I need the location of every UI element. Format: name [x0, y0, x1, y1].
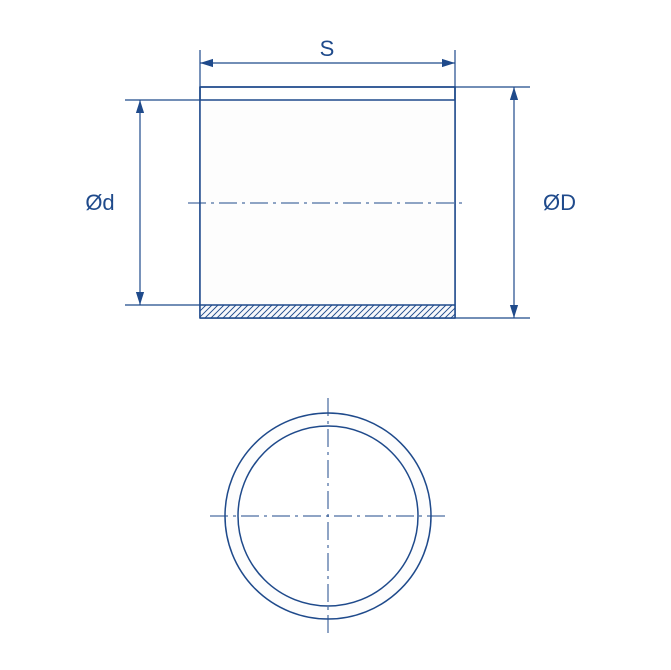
dimension-D: ØD [455, 87, 576, 318]
front-top-wall [200, 87, 455, 100]
front-view [187, 87, 476, 318]
front-bottom-wall-hatched [187, 305, 476, 318]
plan-view [210, 398, 446, 634]
label-d: Ød [85, 190, 114, 215]
label-s: S [320, 36, 335, 61]
dimension-s: S [200, 36, 455, 100]
dimension-d: Ød [85, 100, 200, 305]
label-D-outer: ØD [543, 190, 576, 215]
bushing-technical-drawing: S Ød ØD [0, 0, 671, 670]
